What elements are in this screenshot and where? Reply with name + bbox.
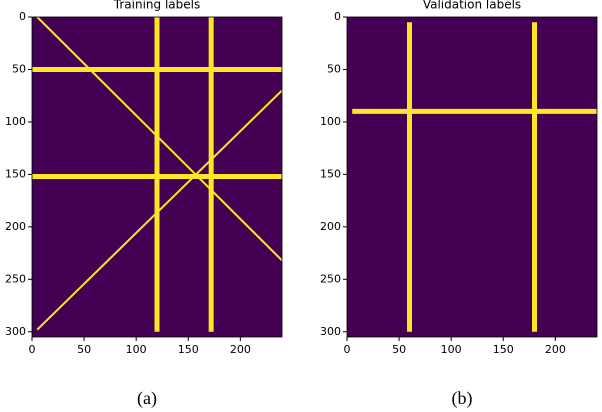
y-tick-label: 150 [320,167,341,180]
x-tick-label: 200 [230,343,251,356]
y-tick-label: 50 [12,62,26,75]
x-tick-label: 0 [29,343,36,356]
x-tick-label: 150 [178,343,199,356]
y-tick-label: 300 [320,325,341,338]
y-tick-label: 0 [334,10,341,23]
y-tick-label: 250 [320,272,341,285]
x-tick-label: 100 [441,343,462,356]
axes-frame [346,16,598,338]
x-tick-label: 50 [392,343,406,356]
y-tick-label: 200 [5,220,26,233]
x-tick-label: 50 [77,343,91,356]
x-tick-label: 100 [126,343,147,356]
y-tick-label: 300 [5,325,26,338]
image-background [347,17,597,337]
panel-title: Validation labels [423,0,521,12]
y-tick-label: 0 [19,10,26,23]
label-line [36,16,283,262]
y-tick-label: 50 [327,62,341,75]
y-tick-label: 150 [5,167,26,180]
label-line [36,89,283,331]
x-tick-label: 0 [344,343,351,356]
x-tick-label: 150 [493,343,514,356]
panel-caption: (b) [452,388,473,409]
y-tick-label: 250 [5,272,26,285]
y-tick-label: 200 [320,220,341,233]
panel-title: Training labels [113,0,200,12]
x-tick-label: 200 [545,343,566,356]
y-tick-label: 100 [5,115,26,128]
axes-frame [31,16,283,338]
y-tick-label: 100 [320,115,341,128]
panel-caption: (a) [137,388,157,409]
